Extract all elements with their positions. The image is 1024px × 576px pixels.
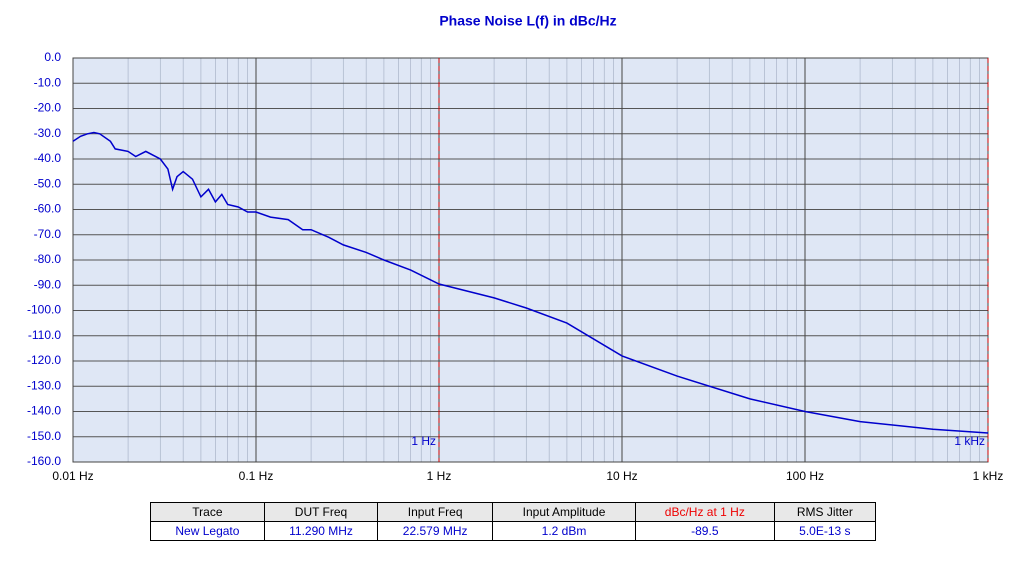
column-header: Input Freq — [377, 502, 494, 522]
y-tick-label: -100.0 — [27, 303, 61, 317]
chart-title: Phase Noise L(f) in dBc/Hz — [439, 13, 616, 29]
marker-label: 1 kHz — [954, 434, 985, 448]
column-header: RMS Jitter — [773, 502, 877, 522]
summary-table: Trace DUT Freq Input Freq Input Amplitude dB… — [150, 502, 877, 541]
y-tick-label: -10.0 — [34, 75, 62, 89]
y-tick-label: -160.0 — [27, 454, 61, 468]
y-tick-label: -110.0 — [28, 328, 61, 342]
column-header: Input Amplitude — [492, 502, 636, 522]
y-tick-label: -150.0 — [27, 429, 61, 443]
column-header: dBc/Hz at 1 Hz — [634, 502, 775, 522]
y-tick-label: -50.0 — [34, 176, 62, 190]
table-cell: 1.2 dBm — [492, 521, 636, 541]
marker-label: 1 Hz — [411, 434, 436, 448]
y-tick-label: -40.0 — [34, 151, 62, 165]
chart: Phase Noise L(f) in dBc/Hz 0.0 -10.0 -20.0… — [27, 13, 1004, 483]
column-header: DUT Freq — [263, 502, 379, 522]
x-tick-label: 0.01 Hz — [52, 469, 93, 483]
table-cell: 11.290 MHz — [263, 521, 379, 541]
x-tick-label: 1 Hz — [427, 469, 452, 483]
y-tick-label: -70.0 — [34, 227, 62, 241]
x-tick-label: 1 kHz — [973, 469, 1004, 483]
y-tick-label: -120.0 — [27, 353, 61, 367]
y-tick-label: -80.0 — [34, 252, 62, 266]
y-tick-label: -140.0 — [27, 404, 61, 418]
table-cell: 5.0E-13 s — [773, 521, 877, 541]
y-tick-label: -30.0 — [34, 126, 62, 140]
table-cell: -89.5 — [634, 521, 775, 541]
y-tick-label: 0.0 — [44, 50, 61, 64]
x-tick-label: 10 Hz — [606, 469, 637, 483]
y-tick-label: -130.0 — [27, 378, 61, 392]
column-header: Trace — [150, 502, 265, 522]
table-cell: 22.579 MHz — [377, 521, 494, 541]
x-tick-label: 0.1 Hz — [239, 469, 274, 483]
table-row: New Legato 11.290 MHz 22.579 MHz 1.2 dBm -89… — [150, 521, 877, 541]
y-tick-label: -90.0 — [34, 277, 62, 291]
data-line — [72, 131, 989, 434]
x-tick-label: 100 Hz — [786, 469, 824, 483]
y-tick-label: -20.0 — [34, 101, 62, 115]
y-tick-label: -60.0 — [34, 202, 62, 216]
table-cell: New Legato — [150, 521, 265, 541]
